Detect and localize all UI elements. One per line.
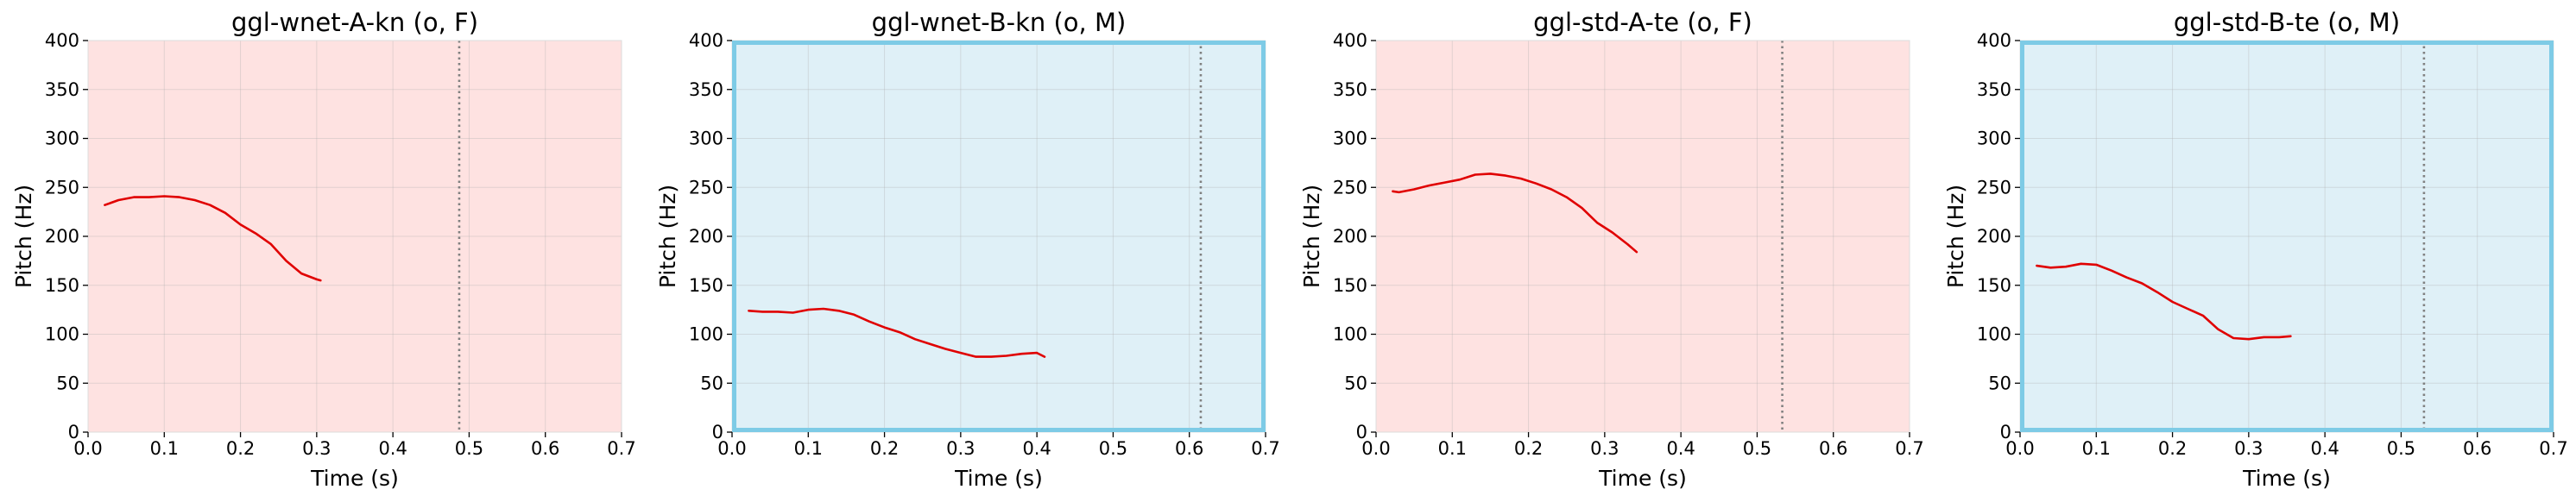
y-tick-label: 200 [1977,226,2011,247]
x-tick-label: 0.6 [531,438,559,459]
y-tick-label: 100 [689,324,723,345]
y-tick-label: 50 [700,373,723,393]
y-tick-label: 400 [689,30,723,51]
y-tick-label: 300 [1977,129,2011,149]
y-tick-label: 300 [45,129,79,149]
x-axis-label: Time (s) [310,466,399,491]
x-axis-label: Time (s) [954,466,1043,491]
x-tick-label: 0.2 [1514,438,1543,459]
x-tick-label: 0.5 [2387,438,2415,459]
y-tick-label: 100 [1333,324,1367,345]
x-tick-label: 0.5 [1099,438,1127,459]
y-tick-label: 200 [689,226,723,247]
y-tick-label: 0 [68,422,79,442]
y-tick-label: 400 [1333,30,1367,51]
x-tick-label: 0.4 [1022,438,1051,459]
y-tick-label: 0 [1356,422,1367,442]
plot-background [732,41,1266,432]
x-tick-label: 0.1 [1438,438,1467,459]
x-tick-label: 0.1 [150,438,179,459]
x-tick-label: 0.3 [302,438,331,459]
y-tick-label: 150 [1333,275,1367,296]
highlight-frame [732,41,1266,432]
y-tick-label: 50 [56,373,79,393]
x-tick-label: 0.7 [2539,438,2567,459]
x-axis-label: Time (s) [1598,466,1687,491]
x-tick-label: 0.7 [607,438,635,459]
x-tick-label: 0.6 [1819,438,1847,459]
x-tick-label: 0.0 [2005,438,2034,459]
y-tick-label: 150 [1977,275,2011,296]
x-tick-label: 0.5 [1743,438,1771,459]
pitch-contour-line [1392,173,1638,254]
pitch-contour-line [104,195,322,282]
y-tick-label: 200 [1333,226,1367,247]
y-tick-label: 250 [1333,177,1367,198]
x-tick-label: 0.1 [2082,438,2111,459]
plot-background [1376,41,1910,432]
y-tick-label: 0 [712,422,723,442]
y-tick-label: 300 [1333,129,1367,149]
panel-title: ggl-std-B-te (o, M) [2174,8,2400,37]
y-tick-label: 350 [45,79,79,100]
y-axis-label: Pitch (Hz) [11,185,36,288]
y-tick-label: 250 [1977,177,2011,198]
x-tick-label: 0.6 [1175,438,1203,459]
y-tick-label: 400 [1977,30,2011,51]
pitch-panel-1: 0.0 0.1 0.2 0.3 0.4 0.5 0.6 0.7 0 50 100 150 200 250 3… [11,8,636,491]
x-axis-label: Time (s) [2242,466,2331,491]
plot-background [88,41,622,432]
y-tick-label: 250 [689,177,723,198]
x-tick-label: 0.1 [794,438,823,459]
x-tick-label: 0.3 [2234,438,2263,459]
x-tick-label: 0.4 [1666,438,1695,459]
pitch-panel-4: 0.0 0.1 0.2 0.3 0.4 0.5 0.6 0.7 0 50 100 150 200 250 3… [1943,8,2568,491]
x-tick-label: 0.4 [2310,438,2339,459]
y-axis-label: Pitch (Hz) [655,185,680,288]
y-axis-label: Pitch (Hz) [1943,185,1968,288]
plot-background [2020,41,2554,432]
x-tick-label: 0.3 [946,438,975,459]
x-tick-label: 0.2 [226,438,255,459]
y-tick-label: 300 [689,129,723,149]
panel-title: ggl-std-A-te (o, F) [1533,8,1752,37]
y-tick-label: 350 [1333,79,1367,100]
pitch-contour-line [748,307,1046,358]
y-axis-label: Pitch (Hz) [1299,185,1324,288]
highlight-frame [2020,41,2554,432]
panel-title: ggl-wnet-A-kn (o, F) [231,8,478,37]
y-tick-label: 100 [1977,324,2011,345]
x-tick-label: 0.3 [1590,438,1619,459]
x-tick-label: 0.6 [2463,438,2491,459]
pitch-contour-line [2036,262,2292,341]
x-tick-label: 0.5 [455,438,483,459]
y-tick-label: 150 [45,275,79,296]
x-tick-label: 0.0 [1361,438,1390,459]
x-tick-label: 0.0 [717,438,746,459]
x-tick-label: 0.2 [870,438,899,459]
y-tick-label: 50 [1344,373,1367,393]
y-tick-label: 50 [1988,373,2011,393]
pitch-panel-2: 0.0 0.1 0.2 0.3 0.4 0.5 0.6 0.7 0 50 100 150 200 250 3… [655,8,1280,491]
y-tick-label: 250 [45,177,79,198]
pitch-panel-3: 0.0 0.1 0.2 0.3 0.4 0.5 0.6 0.7 0 50 100 150 200 250 3… [1299,8,1924,491]
y-tick-label: 0 [2000,422,2011,442]
x-tick-label: 0.7 [1895,438,1923,459]
x-tick-label: 0.4 [378,438,407,459]
y-tick-label: 150 [689,275,723,296]
y-tick-label: 350 [1977,79,2011,100]
y-tick-label: 100 [45,324,79,345]
x-tick-label: 0.7 [1251,438,1279,459]
x-tick-label: 0.0 [73,438,102,459]
y-tick-label: 350 [689,79,723,100]
y-tick-label: 400 [45,30,79,51]
y-tick-label: 200 [45,226,79,247]
panel-title: ggl-wnet-B-kn (o, M) [872,8,1127,37]
x-tick-label: 0.2 [2158,438,2187,459]
